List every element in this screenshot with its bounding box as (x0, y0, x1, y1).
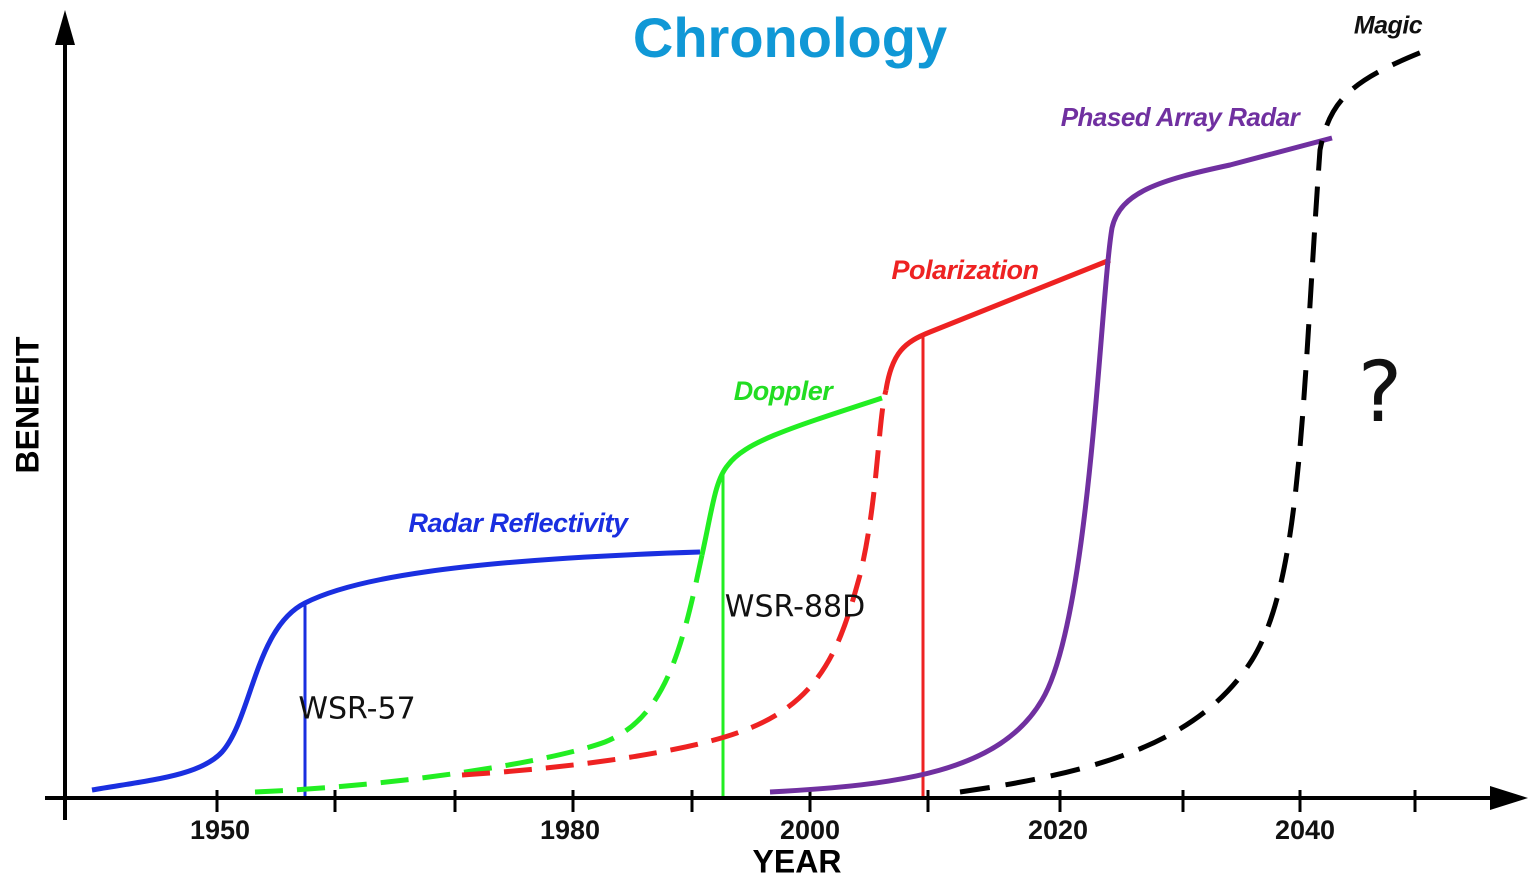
curve-phased-array (769, 135, 1333, 795)
y-arrow (55, 10, 75, 45)
x-arrow (1490, 786, 1528, 810)
x-axis-label: YEAR (753, 843, 842, 879)
curve-polarization-dashed (461, 389, 889, 778)
x-tick-label: 2040 (1275, 815, 1335, 845)
curve-doppler-dashed (254, 554, 705, 795)
annotation: ? (1358, 343, 1403, 441)
curve-doppler (699, 395, 883, 556)
marker-label: WSR-88D (725, 590, 865, 625)
curve-magic (959, 45, 1433, 795)
y-axis-label: BENEFIT (9, 336, 45, 473)
curve-label: Polarization (891, 255, 1038, 285)
curve-label: Doppler (734, 376, 834, 406)
title: Chronology (633, 6, 947, 69)
curve-label: Phased Array Radar (1061, 102, 1302, 132)
curve-label: Radar Reflectivity (408, 508, 630, 538)
x-tick-label: 1950 (190, 815, 250, 845)
curve-reflectivity (91, 549, 701, 793)
marker-label: WSR-57 (298, 692, 415, 727)
x-tick-label: 2020 (1028, 815, 1088, 845)
curve-label: Magic (1354, 12, 1423, 40)
curve-polarization (883, 257, 1111, 391)
x-tick-label: 1980 (540, 815, 600, 845)
ticks (215, 790, 1417, 812)
x-tick-label: 2000 (780, 815, 840, 845)
